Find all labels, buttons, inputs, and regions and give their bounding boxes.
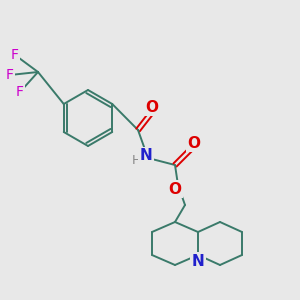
Text: H: H [131, 154, 141, 167]
Text: F: F [6, 68, 14, 82]
Text: O: O [188, 136, 200, 151]
Text: F: F [11, 48, 19, 62]
Text: N: N [140, 148, 152, 164]
Text: O: O [169, 182, 182, 196]
Text: O: O [146, 100, 158, 115]
Text: F: F [16, 85, 24, 99]
Text: N: N [192, 254, 204, 268]
